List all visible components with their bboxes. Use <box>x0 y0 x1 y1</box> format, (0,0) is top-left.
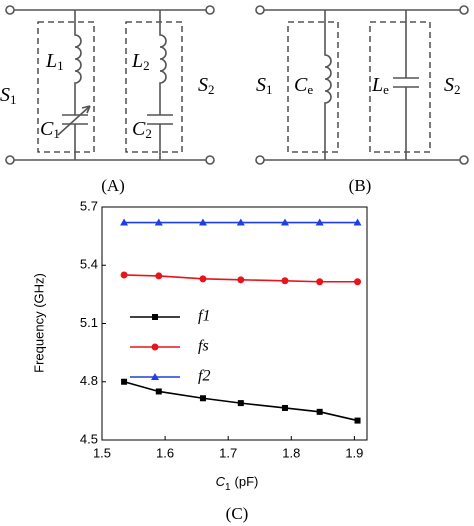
marker <box>199 275 207 283</box>
x-tick-label: 1.7 <box>219 445 237 460</box>
y-tick-label: 4.8 <box>80 373 98 388</box>
marker <box>354 278 362 286</box>
label-sub: 1 <box>57 58 64 73</box>
x-label-main: C <box>216 474 226 489</box>
label-sub: 2 <box>145 126 152 141</box>
label: S1 <box>256 74 273 97</box>
marker <box>237 276 245 284</box>
label-main: C <box>294 74 308 96</box>
marker <box>155 388 162 395</box>
y-tick-label: 5.7 <box>80 198 98 213</box>
marker <box>316 278 324 286</box>
label: Le <box>371 74 389 97</box>
label: S2 <box>444 74 461 97</box>
label: S1 <box>0 84 17 107</box>
marker <box>281 404 288 411</box>
label-sub: 1 <box>10 92 17 107</box>
marker <box>155 272 163 280</box>
legend-marker <box>152 314 158 320</box>
caption: (C) <box>226 504 249 523</box>
marker <box>154 218 163 226</box>
label: Ce <box>294 74 313 97</box>
label-main: S <box>444 74 454 96</box>
x-tick-label: 1.5 <box>93 445 111 460</box>
y-tick-label: 4.5 <box>80 431 98 446</box>
label-main: L <box>131 50 143 72</box>
label: C1 <box>40 118 60 141</box>
marker <box>120 218 129 226</box>
label-main: C <box>132 118 146 140</box>
x-label-unit: (pF) <box>235 474 259 489</box>
label-main: L <box>371 74 383 96</box>
marker <box>354 417 361 424</box>
marker <box>121 378 128 385</box>
marker <box>199 395 206 402</box>
marker <box>198 218 207 226</box>
y-tick-label: 5.1 <box>80 315 98 330</box>
label: S2 <box>198 74 215 97</box>
caption: (A) <box>101 176 125 195</box>
label: L1 <box>45 50 64 73</box>
y-axis-label: Frequency (GHz) <box>31 273 46 373</box>
diagram-b: S1 Ce Le S2 (B) <box>255 5 469 195</box>
marker <box>281 277 289 285</box>
marker <box>353 218 362 226</box>
x-tick-label: 1.8 <box>282 445 300 460</box>
label-sub: 2 <box>208 82 215 97</box>
label-sub: 1 <box>53 126 60 141</box>
label-main: S <box>256 74 266 96</box>
x-tick-label: 1.9 <box>345 445 363 460</box>
label-sub: 1 <box>266 82 273 97</box>
diagram-a: S1 L1 C1 L2 C2 S2 (A) <box>0 5 215 195</box>
marker <box>316 408 323 415</box>
x-label-sub: 1 <box>225 482 231 493</box>
marker <box>237 400 244 407</box>
plot-frame <box>101 206 368 441</box>
legend-label: f2 <box>198 368 210 385</box>
y-tick-label: 5.4 <box>80 257 98 272</box>
x-tick-label: 1.6 <box>156 445 174 460</box>
label-sub: e <box>307 82 313 97</box>
label-sub: 2 <box>143 58 150 73</box>
label-main: S <box>0 84 10 106</box>
label: C2 <box>132 118 152 141</box>
marker <box>236 218 245 226</box>
caption: (B) <box>349 176 372 195</box>
label-sub: 2 <box>454 82 461 97</box>
marker <box>280 218 289 226</box>
label-main: L <box>45 50 57 72</box>
label-sub: e <box>383 82 389 97</box>
label: L2 <box>131 50 150 73</box>
legend-marker <box>151 373 159 380</box>
x-axis-label: C1 (pF) <box>216 474 259 492</box>
marker <box>120 271 128 279</box>
legend-label: f1 <box>198 308 210 325</box>
label-main: C <box>40 118 54 140</box>
label-main: S <box>198 74 208 96</box>
legend-label: fs <box>198 338 209 355</box>
legend-marker <box>151 343 159 351</box>
marker <box>315 218 324 226</box>
